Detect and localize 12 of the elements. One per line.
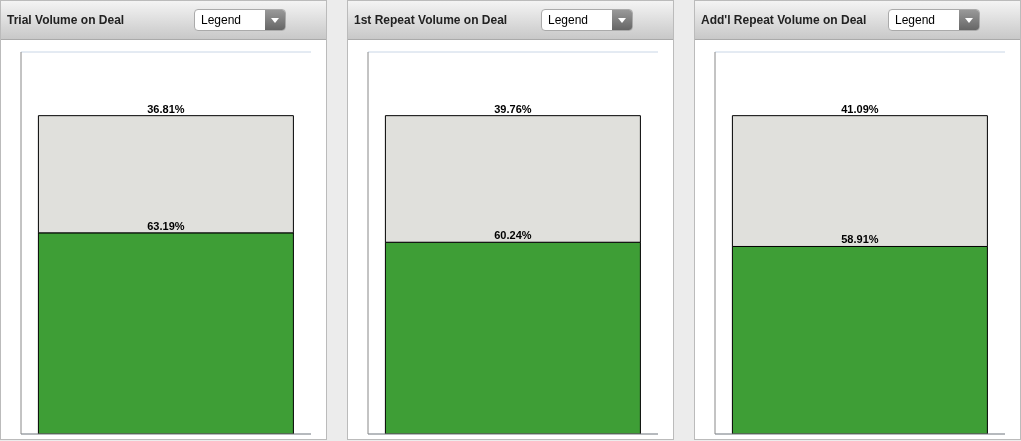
data-label: 39.76% [494, 102, 532, 115]
data-label: 60.24% [494, 229, 532, 242]
data-label: 41.09% [841, 102, 879, 115]
legend-dropdown: Legend [540, 9, 633, 31]
legend-dropdown: Legend [887, 9, 980, 31]
data-label: 58.91% [841, 233, 879, 246]
chart-title: Trial Volume on Deal [7, 13, 125, 27]
chart-title: 1st Repeat Volume on Deal [354, 13, 508, 27]
chart-title: Add'l Repeat Volume on Deal [701, 13, 867, 27]
legend-dropdown: Legend [193, 9, 286, 31]
data-label: 63.19% [147, 219, 185, 232]
data-label: 36.81% [147, 102, 185, 115]
